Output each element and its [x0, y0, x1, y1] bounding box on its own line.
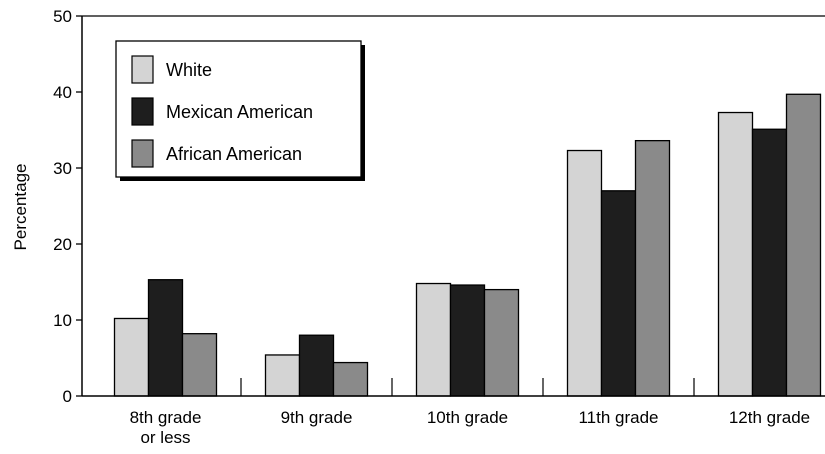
axes-layer: 8th grade or less 9th grade 10th grade 11th …	[53, 7, 825, 447]
y-tick-label: 20	[53, 235, 72, 254]
bar-white-0	[113, 317, 150, 397]
legend-box	[115, 40, 362, 178]
legend-label: African American	[166, 144, 302, 164]
bar-white-1	[264, 354, 301, 397]
bar-white-3	[566, 149, 603, 397]
legend-swatch	[131, 139, 154, 168]
y-tick-label: 10	[53, 311, 72, 330]
y-tick-label: 0	[63, 387, 72, 406]
x-tick-label: 8th grade or less	[130, 408, 202, 447]
bar-african-american-0	[181, 333, 218, 397]
bar-mexican-american-3	[600, 190, 637, 397]
bar-african-american-2	[483, 288, 520, 397]
legend-label: White	[166, 60, 212, 80]
bar-white-2	[415, 282, 452, 397]
legend-label: Mexican American	[166, 102, 313, 122]
y-tick-label: 30	[53, 159, 72, 178]
bar-mexican-american-0	[147, 279, 184, 397]
bar-white-4	[717, 111, 754, 397]
x-tick-label: 12th grade	[729, 408, 810, 427]
y-axis-title: Percentage	[11, 164, 30, 251]
x-tick-label: 11th grade	[578, 408, 658, 427]
bar-mexican-american-2	[449, 284, 486, 397]
bar-african-american-4	[785, 93, 822, 397]
legend-swatch	[131, 97, 154, 126]
bar-african-american-3	[634, 139, 671, 397]
y-tick-label: 40	[53, 83, 72, 102]
bars-layer	[113, 93, 822, 397]
legend-swatch	[131, 55, 154, 84]
bar-african-american-1	[332, 361, 369, 397]
bar-mexican-american-1	[298, 334, 335, 397]
bar-mexican-american-4	[751, 128, 788, 397]
y-tick-label: 50	[53, 7, 72, 26]
legend: White Mexican American African American	[115, 40, 365, 181]
x-tick-label: 9th grade	[281, 408, 353, 427]
x-tick-label: 10th grade	[427, 408, 508, 427]
